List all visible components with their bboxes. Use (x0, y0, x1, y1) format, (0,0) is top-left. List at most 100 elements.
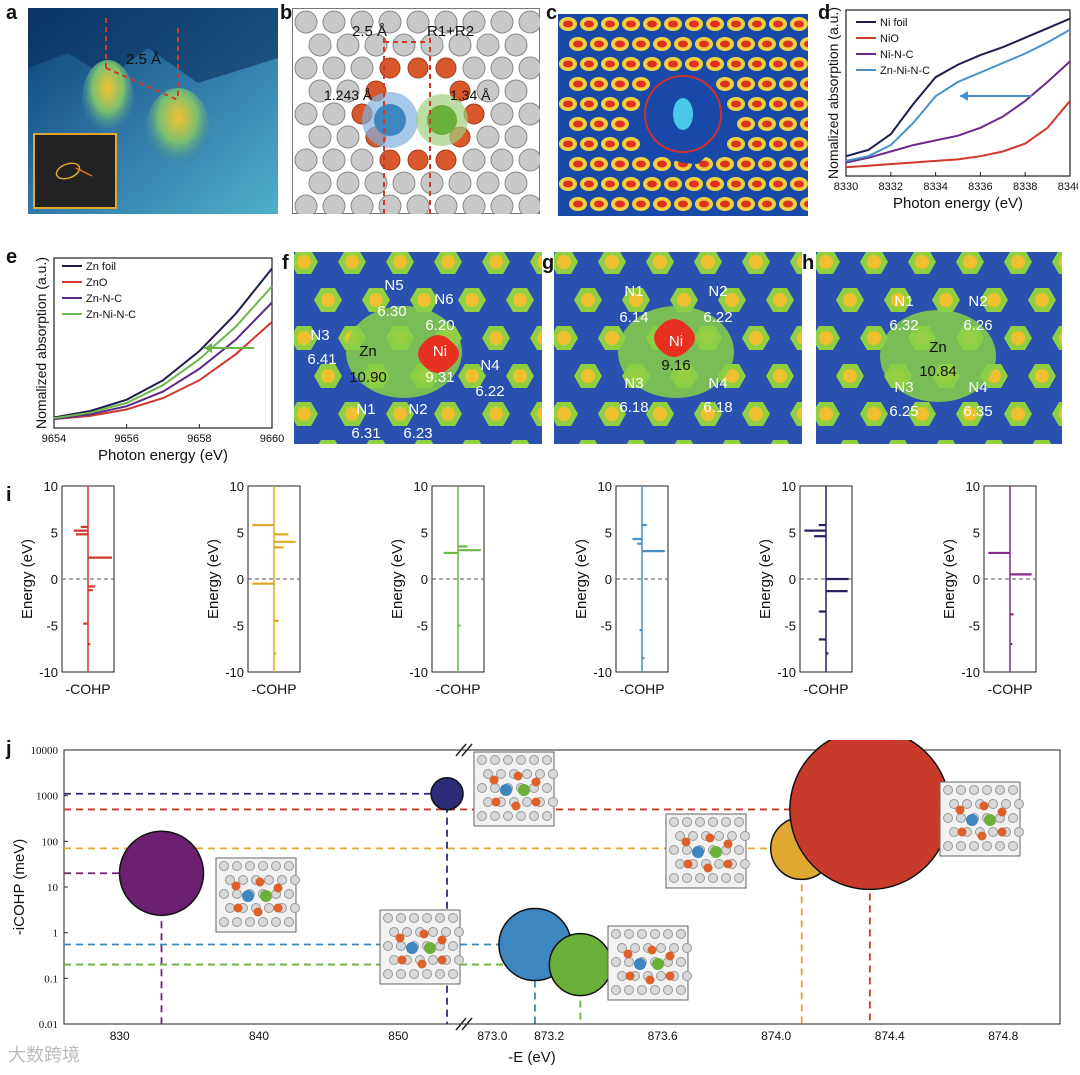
density-core (563, 100, 573, 108)
density-core (762, 120, 772, 128)
elf-hotspot (393, 255, 407, 269)
site-label: 6.26 (963, 317, 992, 334)
c-atom (271, 917, 281, 927)
density-core (647, 60, 657, 68)
c-atom (675, 859, 685, 869)
y-tick-label: -5 (232, 619, 244, 634)
elf-hotspot (465, 369, 479, 383)
center-region (880, 310, 996, 402)
elf-hotspot (441, 255, 455, 269)
site-label: 6.20 (425, 317, 454, 334)
panel-label-h: h (802, 252, 815, 274)
site-label: N6 (434, 291, 453, 308)
panel-label-c: c (546, 2, 558, 24)
c-atom (284, 861, 294, 871)
density-core (563, 60, 573, 68)
plot-frame (53, 257, 273, 429)
density-core (710, 60, 720, 68)
c-atom (682, 943, 692, 953)
c-atom (271, 861, 281, 871)
y-tick-label: 0.01 (39, 1019, 58, 1031)
c-atom (350, 56, 374, 80)
elf-hotspot (369, 293, 383, 307)
panel-label-f: f (282, 252, 289, 274)
zn-atom (692, 846, 704, 858)
panel-g: N1 6.14 N2 6.22 Ni 9.16 N3 6.18 N4 6.18 (550, 250, 842, 464)
c-atom (219, 889, 229, 899)
y-tick-label: -10 (593, 665, 612, 680)
site-label: 6.32 (889, 317, 918, 334)
x-tick-label: 8332 (879, 181, 903, 193)
y-tick-label: 10 (230, 479, 244, 494)
y-tick-label: 1 (53, 928, 59, 940)
x-tick-label: 9658 (187, 433, 211, 445)
elf-hotspot (749, 255, 763, 269)
c-atom (409, 969, 419, 979)
center-region (346, 306, 462, 398)
density-core (615, 160, 625, 168)
x-tick-label: 9656 (114, 433, 138, 445)
thumbnail-frame (665, 813, 747, 889)
density-core (584, 100, 594, 108)
density-core (783, 80, 793, 88)
c-atom (675, 831, 685, 841)
c-atom (535, 769, 545, 779)
c-atom (548, 797, 558, 807)
x-tick-label: 874.4 (875, 1029, 905, 1043)
c-atom (617, 971, 627, 981)
site-label: 6.41 (307, 351, 336, 368)
density-core (741, 40, 751, 48)
series-line-zn-n-c (53, 301, 273, 421)
c-atom (434, 10, 458, 34)
n-atom (273, 883, 283, 893)
elf-hotspot (489, 331, 503, 345)
structure-thumbnail (607, 925, 692, 1001)
n-atom (435, 57, 457, 79)
density-core (594, 40, 604, 48)
density-core (573, 40, 583, 48)
site-label: 9.31 (425, 369, 454, 386)
n-atom (407, 149, 429, 171)
c-atom (378, 194, 402, 218)
density-core (762, 40, 772, 48)
n-atom (647, 945, 657, 955)
c-atom (995, 785, 1005, 795)
c-atom (490, 811, 500, 821)
n-atom (253, 907, 263, 917)
density-core (731, 100, 741, 108)
c-atom (682, 845, 692, 855)
c-atom (435, 913, 445, 923)
xanes-chart-zn: 9654 9656 9658 9660 Photon energy (eV) Nomali… (33, 257, 284, 464)
c-atom (420, 171, 444, 195)
n-atom (979, 801, 989, 811)
c-atom (518, 148, 542, 172)
charge-density-map-c (558, 14, 818, 216)
c-atom (462, 56, 486, 80)
c-atom (740, 831, 750, 841)
y-tick-label: -5 (416, 619, 428, 634)
c-atom (962, 799, 972, 809)
c-atom (611, 985, 621, 995)
c-atom (294, 10, 318, 34)
x-tick-label: 8340 (1058, 181, 1078, 193)
n-atom (683, 859, 693, 869)
x-tick-label: 9654 (42, 433, 66, 445)
icohp-bubble-chart: 10000 1000 100 10 1 0.1 0.01 830 840 850 873.0 873.… (11, 728, 1061, 1066)
y-tick-label: 0 (605, 572, 612, 587)
bubble (789, 728, 951, 891)
shift-arrowhead (204, 343, 212, 353)
c-atom (350, 194, 374, 218)
c-atom (982, 841, 992, 851)
n-atom (957, 827, 967, 837)
y-tick-label: 10 (966, 479, 980, 494)
c-atom (529, 755, 539, 765)
c-atom (477, 783, 487, 793)
c-atom (949, 799, 959, 809)
c-atom (490, 148, 514, 172)
n-atom (723, 839, 733, 849)
density-core (615, 40, 625, 48)
density-core (615, 200, 625, 208)
axis-break (455, 743, 467, 757)
y-tick-label: 0 (237, 572, 244, 587)
elf-hotspot (725, 293, 739, 307)
